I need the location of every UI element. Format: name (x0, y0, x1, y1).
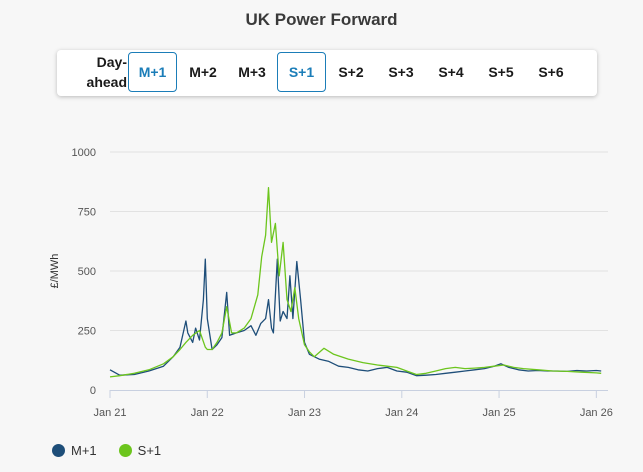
x-tick-label: Jan 24 (385, 407, 418, 419)
tab-label: S+2 (338, 64, 364, 80)
tab-label: S+3 (388, 64, 414, 80)
y-tick-label: 500 (78, 266, 96, 278)
tab-day-ahead[interactable]: Day-ahead (71, 52, 127, 92)
tab-label: S+1 (288, 64, 315, 80)
legend-marker-s1 (118, 443, 132, 457)
tab-label: M+1 (138, 64, 167, 80)
legend-label-m1: M+1 (71, 442, 97, 458)
grid-lines (110, 151, 608, 331)
legend-marker-m1 (52, 443, 65, 457)
tab-s6[interactable]: S+6 (528, 52, 574, 92)
tab-label: M+3 (238, 64, 266, 80)
x-tick-label: Jan 25 (483, 407, 516, 419)
tab-s4[interactable]: S+4 (428, 52, 474, 92)
series-line-m1 (109, 258, 602, 377)
axes: 0 250 500 750 1000 Jan 21 Jan 22 Jan 23 Jan 24 Ja… (72, 147, 613, 419)
tab-m3[interactable]: M+3 (229, 52, 275, 92)
tab-s2[interactable]: S+2 (328, 52, 374, 92)
y-tick-label: 750 (78, 207, 96, 219)
tab-label: S+5 (488, 64, 514, 80)
tab-label: Day-ahead (86, 54, 127, 90)
y-axis-label: £/MWh (49, 254, 61, 289)
legend-label-s1: S+1 (137, 442, 162, 458)
price-line-chart: 0 250 500 750 1000 Jan 21 Jan 22 Jan 23 Jan 24 Ja… (49, 147, 613, 419)
series-lines (109, 187, 602, 378)
tab-s3[interactable]: S+3 (378, 52, 424, 92)
y-tick-label: 0 (90, 385, 96, 397)
x-tick-label: Jan 22 (191, 407, 224, 419)
chart-title: UK Power Forward (245, 10, 398, 29)
tab-m2[interactable]: M+2 (180, 52, 226, 92)
y-tick-label: 1000 (72, 147, 96, 159)
x-tick-label: Jan 26 (580, 407, 613, 419)
x-tick-label: Jan 21 (93, 407, 126, 419)
tab-label: S+6 (538, 64, 564, 80)
series-line-s1 (109, 187, 602, 378)
y-tick-label: 250 (78, 326, 96, 338)
chart-legend: M+1 S+1 (52, 440, 183, 460)
tab-s5[interactable]: S+5 (478, 52, 524, 92)
tab-label: M+2 (189, 64, 217, 80)
tab-label: S+4 (438, 64, 464, 80)
tab-s1[interactable]: S+1 (277, 52, 326, 92)
tab-m1[interactable]: M+1 (128, 52, 177, 92)
range-tab-bar: Day-ahead M+1 M+2 M+3 S+1 S+2 S+3 S+4 S+… (57, 50, 597, 96)
x-tick-label: Jan 23 (288, 407, 321, 419)
legend-item-m1[interactable]: M+1 (52, 443, 97, 458)
legend-item-s1[interactable]: S+1 (118, 442, 162, 458)
